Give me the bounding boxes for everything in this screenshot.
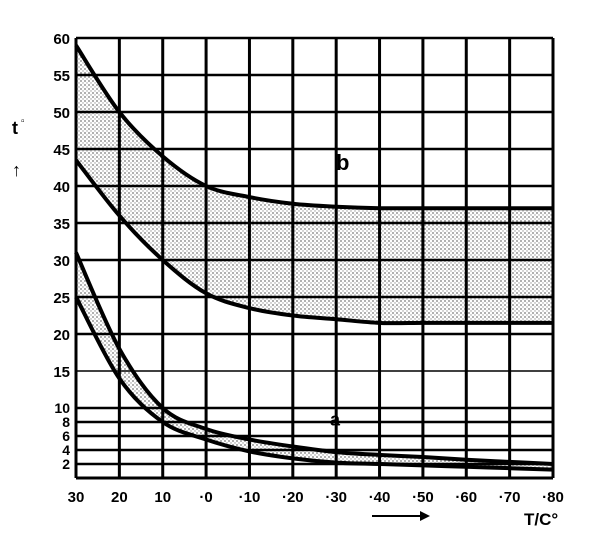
y-axis-label: t [12, 118, 18, 138]
y-tick-label: 8 [62, 414, 70, 430]
x-tick-label: ·0 [199, 489, 212, 506]
y-tick-label: 4 [62, 442, 70, 458]
band-a-lower-curve [74, 296, 554, 472]
x-tick-label: ·30 [325, 489, 347, 506]
x-tick-label: ·10 [239, 489, 261, 506]
band-b-fill [76, 45, 553, 324]
grid-layer [74, 36, 555, 480]
y-tick-label: 55 [53, 68, 70, 85]
y-tick-label: 2 [62, 456, 70, 472]
x-tick-label: 20 [111, 489, 128, 506]
x-tick-label: ·80 [542, 489, 564, 506]
x-tick-label: 30 [68, 489, 85, 506]
x-tick-label: ·40 [369, 489, 391, 506]
curve-layer [74, 44, 554, 472]
y-tick-label: 15 [53, 364, 70, 381]
y-axis-arrow-glyph: ▫ [21, 116, 25, 127]
y-axis-arrow-icon: ↑ [12, 160, 21, 180]
band-b-lower-curve [74, 158, 553, 326]
x-axis-label: T/C° [524, 510, 558, 529]
y-tick-label: 40 [53, 179, 70, 196]
x-tick-label: 10 [154, 489, 171, 506]
x-tick-label: ·60 [455, 489, 477, 506]
y-tick-label: 35 [53, 216, 70, 233]
band-label-a: a [330, 410, 341, 430]
y-tick-label: 45 [53, 142, 70, 159]
y-tick-label: 20 [53, 327, 70, 344]
axis-layer: 30 20 10 ·0 ·10 ·20 ·30 ·40 ·50 ·60 ·70 ·80 20 25 30 35… [53, 31, 564, 506]
band-a-upper-curve [74, 251, 554, 466]
y-tick-label: 25 [53, 290, 70, 307]
x-tick-label: ·70 [499, 489, 521, 506]
x-tick-label: ·20 [282, 489, 304, 506]
y-tick-label: 10 [54, 400, 70, 416]
y-tick-label: 6 [62, 428, 70, 444]
band-label-b: b [336, 150, 349, 175]
band-b-upper-curve [74, 44, 553, 211]
y-tick-label: 60 [53, 31, 70, 48]
band-fill-layer [76, 45, 553, 470]
x-axis-arrow-head-icon [420, 511, 430, 521]
x-tick-label: ·50 [412, 489, 434, 506]
y-tick-label: 30 [53, 253, 70, 270]
y-tick-label: 50 [53, 105, 70, 122]
